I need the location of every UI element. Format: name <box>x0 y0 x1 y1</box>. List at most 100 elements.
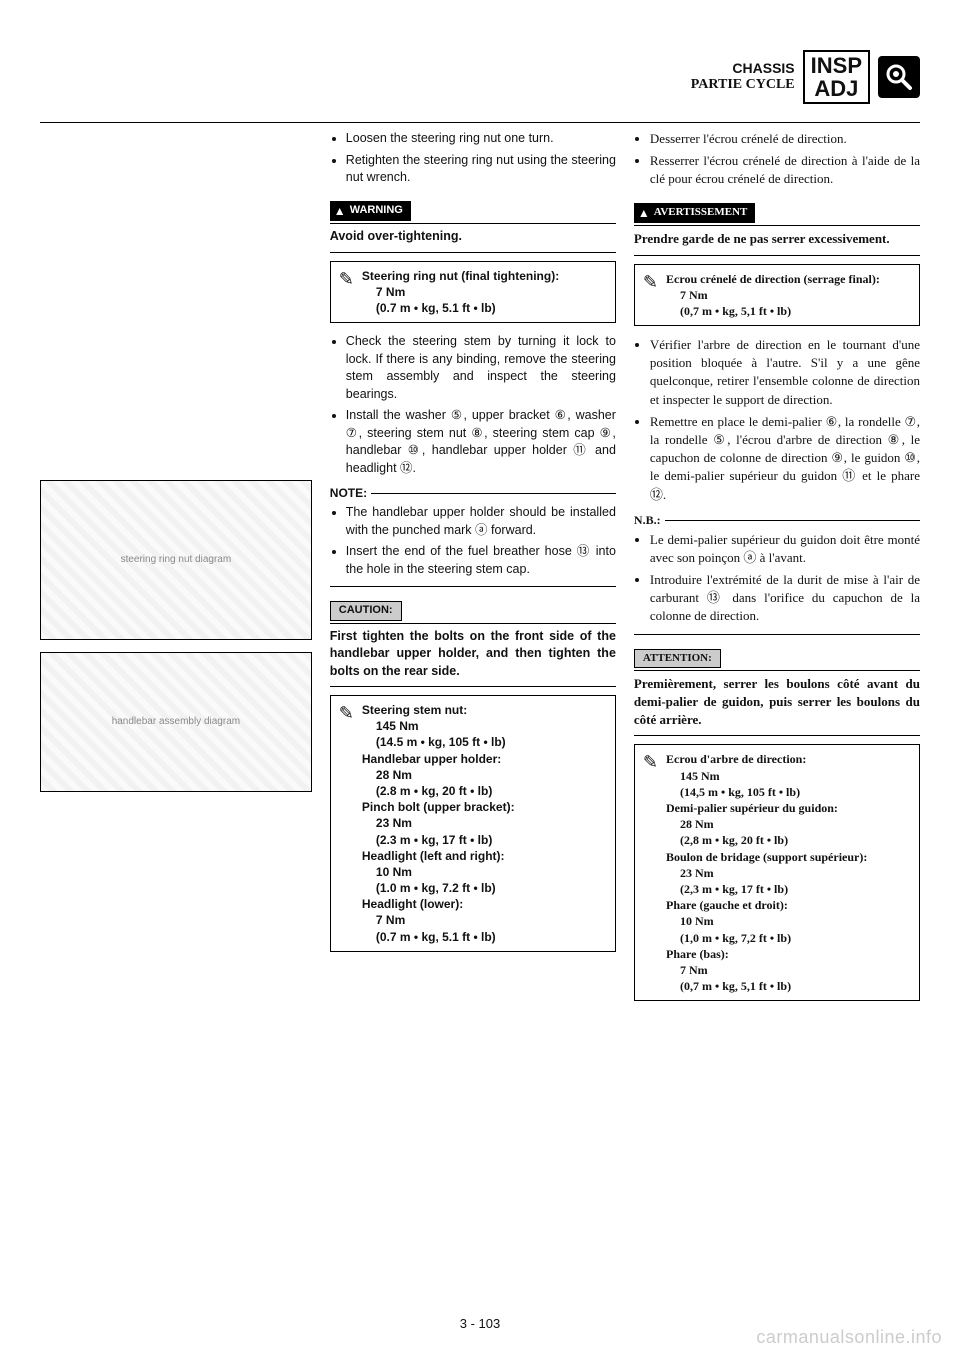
spec-val: (2.8 m • kg, 20 ft • lb) <box>362 783 515 799</box>
spec-val: (1,0 m • kg, 7,2 ft • lb) <box>666 930 867 946</box>
spec-val: (1.0 m • kg, 7.2 ft • lb) <box>362 880 515 896</box>
spec-val: 23 Nm <box>666 865 867 881</box>
spec-val: (2.3 m • kg, 17 ft • lb) <box>362 832 515 848</box>
fr-note: Introduire l'extrémité de la durit de mi… <box>650 571 920 626</box>
spec-val: (0,7 m • kg, 5,1 ft • lb) <box>666 978 867 994</box>
spec-line: Pinch bolt (upper bracket): <box>362 799 515 815</box>
note-header-fr: N.B.: <box>634 512 920 529</box>
spec-line: Phare (bas): <box>666 946 867 962</box>
caution-label: CAUTION: <box>330 601 402 620</box>
fr-bullet: Resserrer l'écrou crénelé de direction à… <box>650 152 920 188</box>
torque-icon: ✎ <box>643 751 658 771</box>
insp-text: INSP <box>811 54 862 77</box>
spec-body: Ecrou d'arbre de direction: 145 Nm (14,5… <box>666 751 867 994</box>
fr-bullets-1: Desserrer l'écrou crénelé de direction. … <box>634 130 920 189</box>
english-column: Loosen the steering ring nut one turn. R… <box>330 130 616 1298</box>
spec-val: 10 Nm <box>666 913 867 929</box>
fr-note: Le demi-palier supérieur du guidon doit … <box>650 531 920 567</box>
note-label: N.B.: <box>634 512 661 529</box>
rule <box>634 670 920 671</box>
warning-text: AVERTISSEMENT <box>654 205 748 220</box>
fr-bullets-2: Vérifier l'arbre de direction en le tour… <box>634 336 920 504</box>
spec-line: Phare (gauche et droit): <box>666 897 867 913</box>
header-title-fr: PARTIE CYCLE <box>691 77 795 94</box>
fr-note-bullets: Le demi-palier supérieur du guidon doit … <box>634 531 920 626</box>
note-header: NOTE: <box>330 485 616 502</box>
en-bullet: Install the washer ⑤, upper bracket ⑥, w… <box>346 407 616 477</box>
spec-box-torques-fr: ✎ Ecrou d'arbre de direction: 145 Nm (14… <box>634 744 920 1001</box>
spec-val: (0,7 m • kg, 5,1 ft • lb) <box>666 303 880 319</box>
rule <box>634 735 920 736</box>
diagram-steering-nut: steering ring nut diagram <box>40 480 312 640</box>
spec-val: 145 Nm <box>666 768 867 784</box>
spec-body: Steering stem nut: 145 Nm (14.5 m • kg, … <box>362 702 515 945</box>
rule <box>330 586 616 587</box>
header-rule <box>40 122 920 123</box>
rule <box>665 520 920 521</box>
en-bullets-1: Loosen the steering ring nut one turn. R… <box>330 130 616 187</box>
diagram-alt: steering ring nut diagram <box>121 553 232 567</box>
caution-body: First tighten the bolts on the front sid… <box>330 628 616 681</box>
warning-icon: ▲ <box>638 205 650 222</box>
en-bullet: Check the steering stem by turning it lo… <box>346 333 616 403</box>
spec-val: (2,8 m • kg, 20 ft • lb) <box>666 832 867 848</box>
spec-line: Steering stem nut: <box>362 703 467 717</box>
warning-icon: ▲ <box>334 203 346 220</box>
rule <box>330 686 616 687</box>
rule <box>634 255 920 256</box>
rule <box>330 252 616 253</box>
adj-text: ADJ <box>811 77 862 100</box>
fr-bullet: Remettre en place le demi-palier ⑥, la r… <box>650 413 920 504</box>
spec-val: 7 Nm <box>362 912 515 928</box>
warning-body: Avoid over-tightening. <box>330 228 616 246</box>
warning-label-fr: ▲ AVERTISSEMENT <box>634 203 755 224</box>
magnifier-wrench-icon <box>884 62 914 92</box>
torque-icon: ✎ <box>339 268 354 288</box>
warning-label: ▲ WARNING <box>330 201 411 222</box>
caution-label-fr: ATTENTION: <box>634 649 721 668</box>
spec-val: (14.5 m • kg, 105 ft • lb) <box>362 734 515 750</box>
en-bullet: Loosen the steering ring nut one turn. <box>346 130 616 148</box>
spec-val: 23 Nm <box>362 815 515 831</box>
spec-line: Headlight (left and right): <box>362 848 515 864</box>
spec-line: Headlight (lower): <box>362 896 515 912</box>
spec-line: Ecrou d'arbre de direction: <box>666 752 806 766</box>
fr-bullet: Vérifier l'arbre de direction en le tour… <box>650 336 920 409</box>
en-note: Insert the end of the fuel breather hose… <box>346 543 616 578</box>
spec-title: Ecrou crénelé de direction (serrage fina… <box>666 272 880 286</box>
fr-bullet: Desserrer l'écrou crénelé de direction. <box>650 130 920 148</box>
spec-val: 7 Nm <box>666 962 867 978</box>
warning-body-fr: Prendre garde de ne pas serrer excessive… <box>634 230 920 248</box>
french-column: Desserrer l'écrou crénelé de direction. … <box>634 130 920 1298</box>
rule <box>330 623 616 624</box>
page: CHASSIS PARTIE CYCLE INSP ADJ steering r… <box>0 0 960 1358</box>
spec-box-ring-nut: ✎ Steering ring nut (final tightening): … <box>330 261 616 324</box>
spec-val: 28 Nm <box>666 816 867 832</box>
rule <box>634 225 920 226</box>
rule <box>634 634 920 635</box>
diagram-column: steering ring nut diagram handlebar asse… <box>40 130 312 1298</box>
spec-val: (2,3 m • kg, 17 ft • lb) <box>666 881 867 897</box>
spec-line: Demi-palier supérieur du guidon: <box>666 800 867 816</box>
caution-body-fr: Premièrement, serrer les boulons côté av… <box>634 675 920 730</box>
spec-val: 7 Nm <box>666 287 880 303</box>
spec-body: Steering ring nut (final tightening): 7 … <box>362 268 559 317</box>
inspection-icon <box>878 56 920 98</box>
spec-val: (14,5 m • kg, 105 ft • lb) <box>666 784 867 800</box>
note-label: NOTE: <box>330 485 367 502</box>
spec-val: (0.7 m • kg, 5.1 ft • lb) <box>362 300 559 316</box>
diagram-alt: handlebar assembly diagram <box>112 715 240 729</box>
torque-icon: ✎ <box>643 271 658 291</box>
spec-val: (0.7 m • kg, 5.1 ft • lb) <box>362 929 515 945</box>
spec-line: Boulon de bridage (support supérieur): <box>666 849 867 865</box>
spec-title: Steering ring nut (final tightening): <box>362 269 559 283</box>
en-note-bullets: The handlebar upper holder should be ins… <box>330 504 616 578</box>
page-header: CHASSIS PARTIE CYCLE INSP ADJ <box>40 50 920 104</box>
header-titles: CHASSIS PARTIE CYCLE <box>691 60 795 94</box>
torque-icon: ✎ <box>339 702 354 722</box>
rule <box>330 223 616 224</box>
insp-adj-box: INSP ADJ <box>803 50 870 104</box>
spec-val: 10 Nm <box>362 864 515 880</box>
content-columns: steering ring nut diagram handlebar asse… <box>40 130 920 1298</box>
spec-body: Ecrou crénelé de direction (serrage fina… <box>666 271 880 320</box>
